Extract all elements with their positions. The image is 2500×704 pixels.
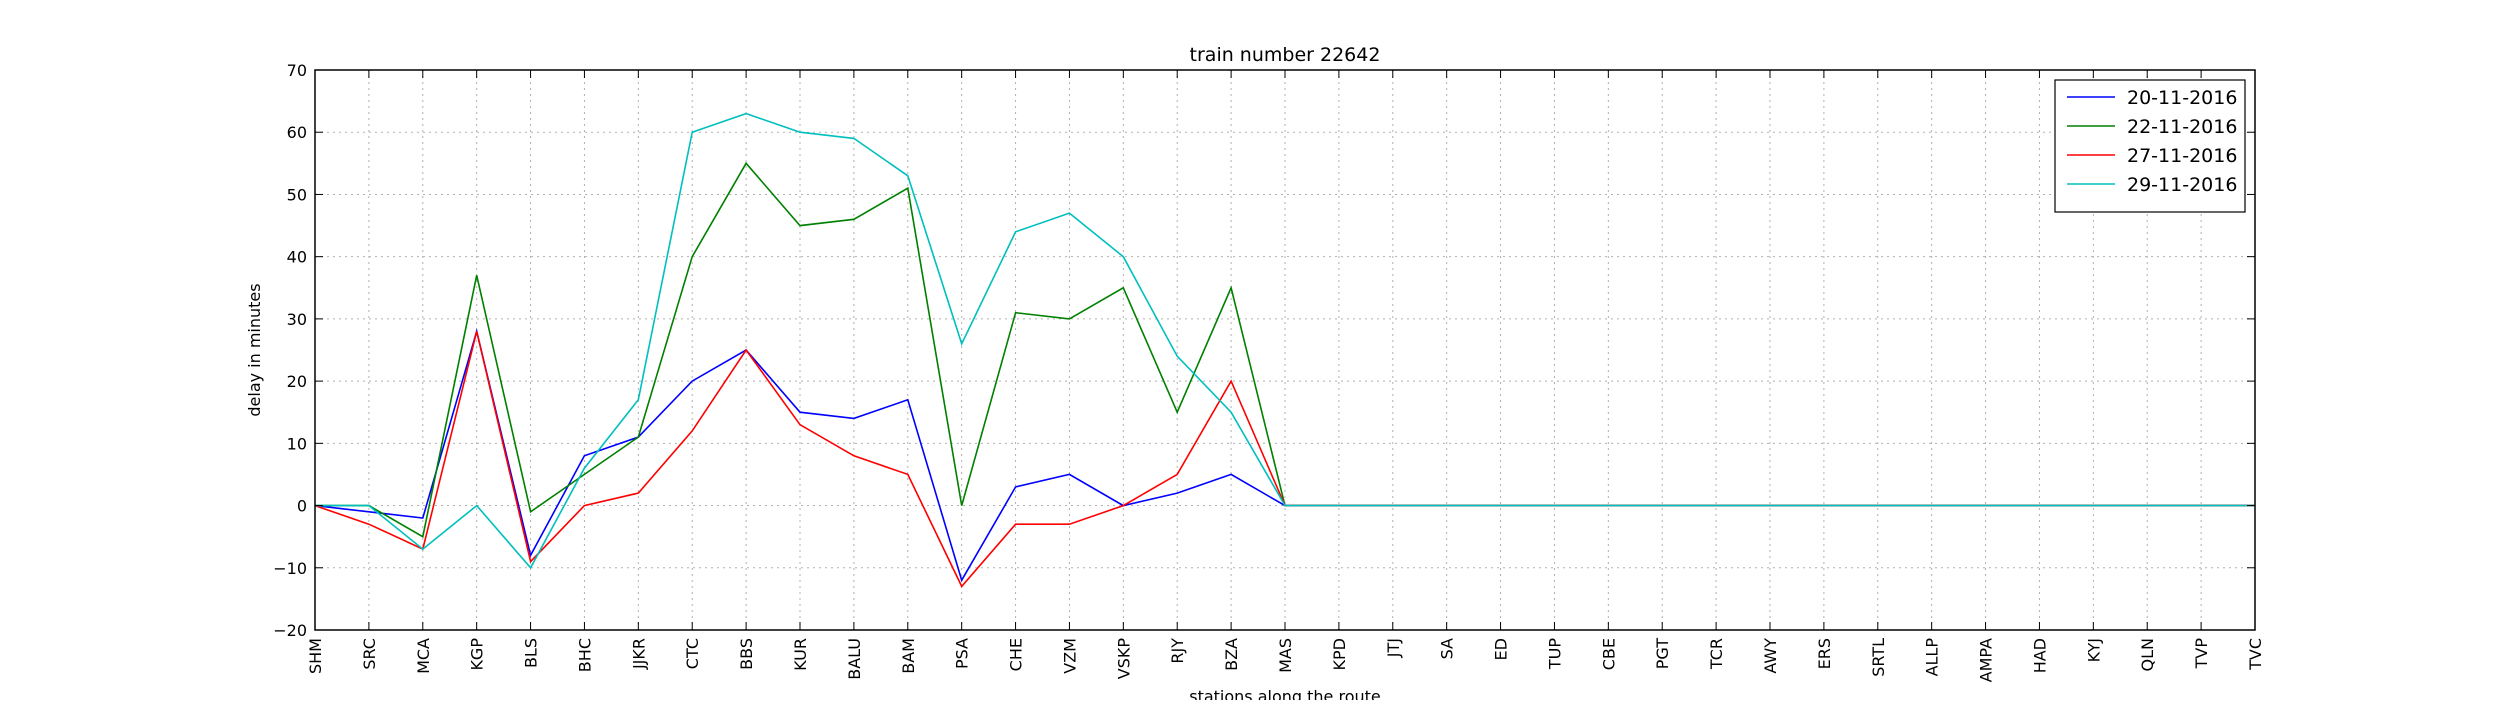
y-tick-label: −10 <box>273 559 307 578</box>
x-tick-label: BBS <box>737 638 756 670</box>
legend-box <box>2054 79 2246 213</box>
series-line <box>315 112 2255 570</box>
x-tick-label: MAS <box>1276 638 1295 673</box>
x-tick-label: PGT <box>1653 638 1672 669</box>
legend-label: 22-11-2016 <box>2127 116 2237 138</box>
x-tick-label: HAD <box>2030 638 2049 673</box>
x-tick-label: KUR <box>791 638 810 671</box>
x-tick-label: SRTL <box>1869 638 1888 677</box>
x-tick-label: RJY <box>1168 638 1187 664</box>
x-tick-label: ALLP <box>1923 638 1942 677</box>
series-lines <box>314 112 2255 588</box>
y-tick-label: 60 <box>287 123 307 142</box>
x-tick-label: BHC <box>575 638 594 672</box>
legend-label: 29-11-2016 <box>2127 174 2237 196</box>
x-tick-label: SA <box>1438 638 1457 659</box>
x-tick-label: CBE <box>1599 638 1618 670</box>
x-tick-label: SHM <box>306 638 325 674</box>
x-tick-label: KYJ <box>2084 638 2103 662</box>
x-axis-label: stations along the route <box>1189 687 1381 700</box>
x-tick-label: ED <box>1492 638 1511 660</box>
x-tick-label: JJKR <box>629 638 648 670</box>
x-tick-label: AMPA <box>1977 638 1996 682</box>
grid <box>314 69 2256 631</box>
series-line <box>315 161 2255 538</box>
x-tick-label: TVC <box>2246 638 2265 671</box>
x-tick-label: AWY <box>1761 638 1780 674</box>
x-tick-label: SRC <box>360 638 379 670</box>
x-tick-label: KGP <box>468 638 487 671</box>
x-tick-label: VZM <box>1060 638 1079 674</box>
y-tick-label: 10 <box>287 434 307 453</box>
x-axis-ticks: SHM SRC MCA KGP BLS BHC JJKR CTC BBS KUR BALU BAM PS… <box>306 70 2265 682</box>
y-tick-label: 50 <box>287 185 307 204</box>
x-tick-label: BZA <box>1222 638 1241 671</box>
y-tick-label: 20 <box>287 372 307 391</box>
x-tick-label: JTJ <box>1384 638 1403 658</box>
x-tick-label: TVP <box>2192 638 2211 670</box>
chart-title: train number 22642 <box>1190 44 1381 66</box>
x-tick-label: VSKP <box>1114 638 1133 680</box>
x-tick-label: BALU <box>845 638 864 680</box>
legend: 20-11-2016 22-11-2016 27-11-2016 29-11-2016 <box>2054 79 2246 213</box>
x-tick-label: BLS <box>522 638 541 668</box>
y-tick-label: 0 <box>297 497 307 516</box>
y-axis-label: delay in minutes <box>245 283 264 416</box>
y-tick-label: 70 <box>287 61 307 80</box>
x-tick-label: CHE <box>1007 638 1026 671</box>
x-tick-label: TCR <box>1707 638 1726 670</box>
x-tick-label: PSA <box>953 638 972 669</box>
y-axis-ticks: −20 −10 0 10 20 30 40 50 60 70 <box>273 61 2255 640</box>
x-tick-label: BAM <box>899 638 918 674</box>
y-tick-label: 30 <box>287 310 307 329</box>
legend-label: 20-11-2016 <box>2127 87 2237 109</box>
x-tick-label: ERS <box>1815 638 1834 669</box>
x-tick-label: QLN <box>2138 638 2157 671</box>
x-tick-label: TUP <box>1545 638 1564 670</box>
legend-label: 27-11-2016 <box>2127 145 2237 167</box>
x-tick-label: KPD <box>1330 638 1349 670</box>
y-tick-label: −20 <box>273 621 307 640</box>
y-tick-label: 40 <box>287 248 307 267</box>
x-tick-label: CTC <box>683 638 702 669</box>
x-tick-label: MCA <box>414 638 433 674</box>
